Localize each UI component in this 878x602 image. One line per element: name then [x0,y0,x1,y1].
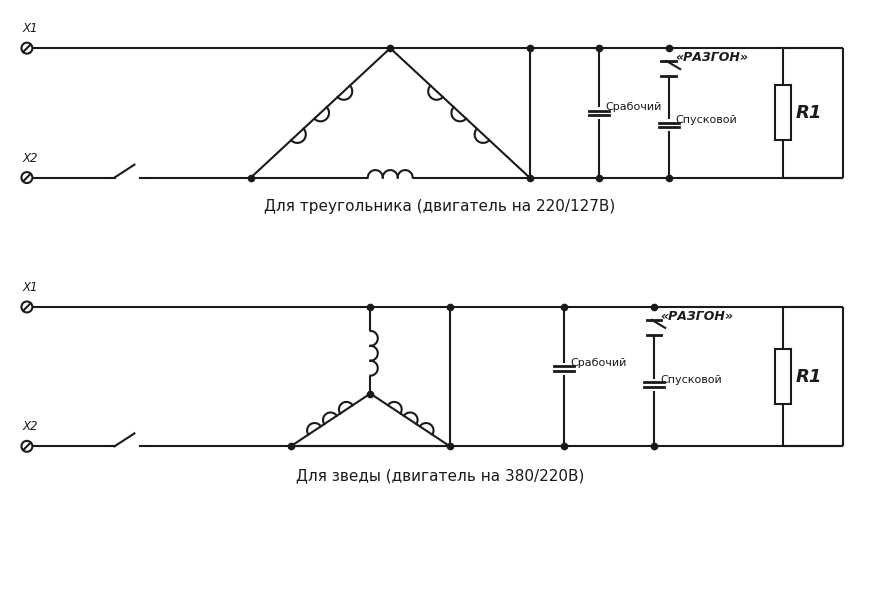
Text: X2: X2 [23,152,39,164]
Text: X2: X2 [23,420,39,433]
Text: R1: R1 [795,368,821,386]
Text: Срабочий: Срабочий [570,358,626,368]
Text: X1: X1 [23,281,39,294]
Text: Для зведы (двигатель на 380/220В): Для зведы (двигатель на 380/220В) [296,468,584,483]
FancyBboxPatch shape [774,349,790,404]
Text: «РАЗГОН»: «РАЗГОН» [659,310,732,323]
Text: «РАЗГОН»: «РАЗГОН» [674,51,747,64]
Text: Для треугольника (двигатель на 220/127В): Для треугольника (двигатель на 220/127В) [264,199,615,214]
Text: X1: X1 [23,22,39,36]
Text: Срабочий: Срабочий [605,102,661,112]
Text: Спусковой: Спусковой [674,115,736,125]
Text: Спусковой: Спусковой [659,374,721,385]
Text: R1: R1 [795,104,821,122]
FancyBboxPatch shape [774,85,790,140]
